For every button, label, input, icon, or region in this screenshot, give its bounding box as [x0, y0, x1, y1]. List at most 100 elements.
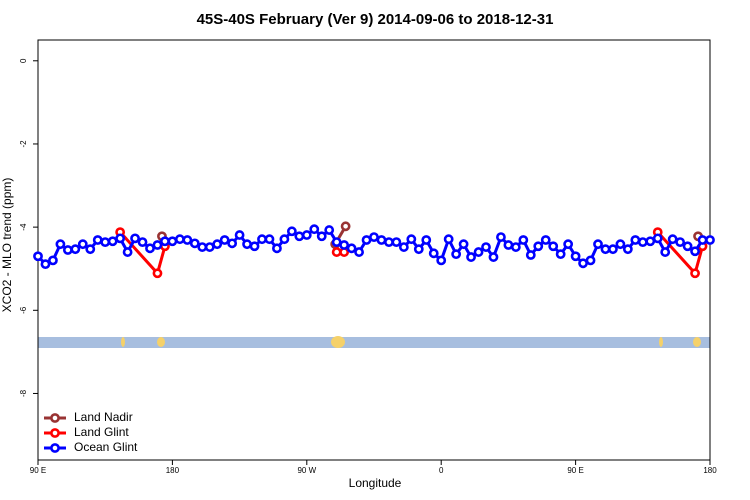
point: [458, 239, 469, 250]
point: [608, 244, 618, 255]
point: [167, 236, 178, 247]
point: [578, 258, 588, 269]
point: [286, 226, 297, 237]
x-axis-label: Longitude: [349, 476, 402, 490]
point: [496, 232, 506, 243]
point: [675, 237, 686, 247]
point: [115, 233, 126, 244]
point: [376, 235, 387, 245]
point: [391, 237, 402, 247]
point: [652, 233, 663, 244]
point: [85, 244, 96, 255]
legend-label: Land Nadir: [74, 410, 133, 424]
point: [540, 235, 551, 245]
legend-label: Land Glint: [74, 425, 129, 439]
point: [249, 241, 260, 252]
point: [443, 234, 454, 245]
point: [354, 247, 364, 257]
point: [122, 247, 133, 257]
x-tick-label: 180: [166, 466, 180, 475]
point: [204, 242, 215, 252]
legend-label: Ocean Glint: [74, 440, 138, 454]
point: [331, 247, 342, 257]
point: [503, 240, 514, 250]
point: [361, 235, 372, 245]
point: [436, 255, 447, 266]
point: [570, 251, 581, 262]
point: [219, 235, 230, 245]
point: [40, 259, 51, 270]
x-tick-label: 180: [703, 466, 717, 475]
point: [189, 238, 200, 249]
point: [705, 235, 715, 245]
point: [48, 255, 58, 266]
y-axis-label: XCO2 - MLO trend (ppm): [0, 178, 14, 313]
point: [481, 242, 491, 252]
point: [428, 248, 439, 259]
legend-marker: [50, 413, 60, 423]
point: [152, 240, 163, 250]
point: [421, 235, 432, 245]
point: [264, 234, 275, 245]
point: [630, 235, 641, 245]
point: [107, 236, 118, 247]
point: [92, 235, 103, 245]
point: [77, 239, 88, 250]
point: [473, 247, 484, 257]
point: [690, 246, 700, 257]
plot-frame: [37, 39, 711, 461]
point: [645, 236, 656, 247]
point: [100, 237, 111, 247]
point: [137, 237, 148, 247]
point: [309, 224, 320, 235]
point: [294, 231, 305, 242]
point: [600, 244, 611, 255]
point: [667, 234, 678, 245]
legend-marker: [50, 443, 60, 453]
x-tick-label: 90 E: [567, 466, 583, 475]
point: [346, 243, 357, 254]
point: [174, 234, 185, 245]
point: [384, 237, 394, 247]
point: [301, 230, 312, 240]
point: [593, 239, 603, 250]
y-tick-label: -4: [19, 223, 28, 231]
point: [316, 231, 327, 242]
point: [555, 249, 566, 260]
point: [152, 268, 163, 279]
point: [488, 252, 499, 262]
point: [398, 242, 409, 252]
point: [585, 255, 596, 266]
point: [324, 225, 335, 235]
point: [339, 240, 350, 250]
point: [272, 243, 282, 254]
land-strip: [38, 336, 710, 348]
point: [369, 232, 379, 243]
point: [130, 233, 140, 244]
point: [70, 244, 81, 255]
point: [510, 242, 521, 252]
point: [525, 250, 536, 260]
x-tick-label: 0: [439, 466, 444, 475]
point: [145, 243, 155, 254]
point: [234, 230, 245, 240]
y-tick-label: 0: [19, 58, 28, 63]
point: [197, 242, 208, 252]
point: [615, 239, 626, 250]
point: [533, 241, 544, 252]
point: [413, 244, 424, 255]
point: [660, 247, 671, 257]
x-tick-label: 90 W: [297, 466, 316, 475]
x-tick-label: 90 E: [30, 466, 46, 475]
point: [257, 234, 267, 245]
point: [518, 235, 529, 245]
point: [160, 236, 170, 247]
point: [466, 252, 476, 262]
point: [690, 268, 700, 279]
legend-marker: [50, 428, 60, 438]
point: [331, 237, 342, 247]
point: [622, 244, 633, 255]
point: [212, 239, 223, 250]
y-tick-label: -6: [19, 306, 28, 314]
